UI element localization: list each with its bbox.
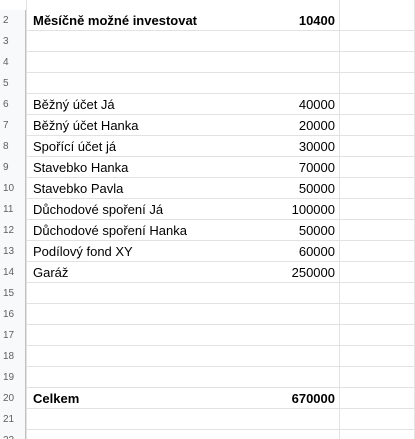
row-header[interactable]: 9 [0, 157, 26, 178]
table-row: 14 Garáž 250000 [0, 262, 415, 283]
table-row: 20 Celkem 670000 [0, 388, 415, 409]
row-header[interactable]: 10 [0, 178, 26, 199]
row-header[interactable]: 3 [0, 31, 26, 52]
table-row: 16 [0, 304, 415, 325]
row-header[interactable]: 22 [0, 430, 26, 439]
row-header[interactable]: 6 [0, 94, 26, 115]
row-header[interactable]: 19 [0, 367, 26, 388]
table-row: 18 [0, 346, 415, 367]
row-header[interactable]: 14 [0, 262, 26, 283]
table-row: 17 [0, 325, 415, 346]
cell-value[interactable]: 20000 [298, 118, 335, 133]
row-header[interactable]: 18 [0, 346, 26, 367]
table-row: 19 [0, 367, 415, 388]
table-row: 8 Spořící účet já 30000 [0, 136, 415, 157]
cell-label[interactable]: Běžný účet Hanka [33, 118, 139, 133]
row-header[interactable]: 7 [0, 115, 26, 136]
cell-label[interactable]: Důchodové spoření Já [33, 202, 164, 217]
cell-value[interactable]: 70000 [298, 160, 335, 175]
cell-label[interactable]: Stavebko Hanka [33, 160, 129, 175]
row-header[interactable]: 13 [0, 241, 26, 262]
table-row: 11 Důchodové spoření Já 100000 [0, 199, 415, 220]
table-row: 12 Důchodové spoření Hanka 50000 [0, 220, 415, 241]
row-header[interactable]: 8 [0, 136, 26, 157]
row-header[interactable]: 11 [0, 199, 26, 220]
row-header[interactable]: 2 [0, 10, 26, 31]
cell-label[interactable]: Spořící účet já [33, 139, 117, 154]
table-row: 13 Podílový fond XY 60000 [0, 241, 415, 262]
table-row: 22 [0, 430, 415, 439]
row-header[interactable]: 4 [0, 52, 26, 73]
row-header[interactable]: 5 [0, 73, 26, 94]
table-row: 6 Běžný účet Já 40000 [0, 94, 415, 115]
cell-label[interactable]: Celkem [33, 391, 80, 406]
cell-value[interactable]: 670000 [291, 391, 335, 406]
row-header[interactable]: 12 [0, 220, 26, 241]
cell-value[interactable]: 60000 [298, 244, 335, 259]
table-row: 15 [0, 283, 415, 304]
table-row: 2 Měsíčně možné investovat 10400 [0, 10, 415, 31]
cell-label[interactable]: Podílový fond XY [33, 244, 133, 259]
cell-label[interactable]: Běžný účet Já [33, 97, 115, 112]
table-row: 3 [0, 31, 415, 52]
cell-label[interactable]: Stavebko Pavla [33, 181, 124, 196]
cell-label[interactable]: Garáž [33, 265, 69, 280]
cell-value[interactable]: 30000 [298, 139, 335, 154]
cell-value[interactable]: 40000 [298, 97, 335, 112]
table-row: 7 Běžný účet Hanka 20000 [0, 115, 415, 136]
table-row: 21 [0, 409, 415, 430]
row-header[interactable]: 21 [0, 409, 26, 430]
row-header[interactable]: 20 [0, 388, 26, 409]
cell-label[interactable]: Měsíčně možné investovat [33, 13, 197, 28]
table-row: 5 [0, 73, 415, 94]
table-row: 4 [0, 52, 415, 73]
cell-value[interactable]: 250000 [291, 265, 335, 280]
cell-value[interactable]: 10400 [298, 13, 335, 28]
table-row: 9 Stavebko Hanka 70000 [0, 157, 415, 178]
cell-label[interactable]: Důchodové spoření Hanka [33, 223, 187, 238]
cell-value[interactable]: 50000 [298, 181, 335, 196]
row-header[interactable]: 15 [0, 283, 26, 304]
cell-value[interactable]: 50000 [298, 223, 335, 238]
cell-value[interactable]: 100000 [291, 202, 335, 217]
row-header[interactable]: 17 [0, 325, 26, 346]
table-row: 10 Stavebko Pavla 50000 [0, 178, 415, 199]
row-header[interactable]: 16 [0, 304, 26, 325]
